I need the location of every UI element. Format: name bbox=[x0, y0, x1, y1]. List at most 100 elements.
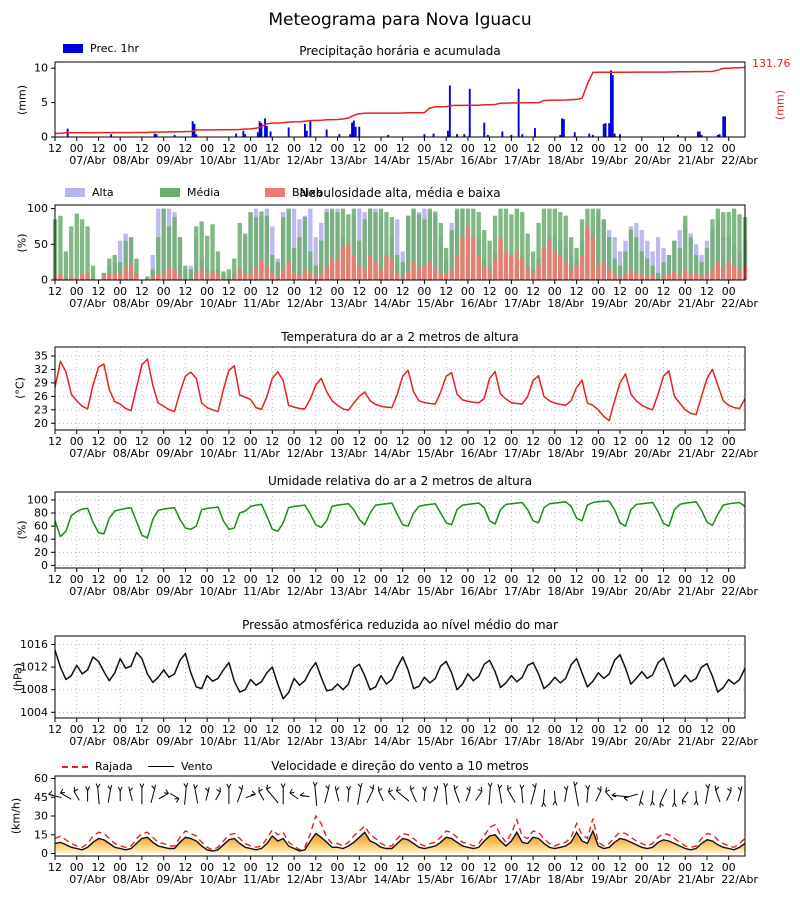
x-tick-hour-label: 00 bbox=[200, 861, 214, 874]
x-tick-hour-label: 00 bbox=[678, 573, 692, 586]
x-tick-hour-label: 12 bbox=[657, 723, 671, 736]
x-tick-date-label: 19/Abr bbox=[591, 154, 628, 167]
cloud-bar bbox=[579, 219, 585, 280]
x-tick-date-label: 10/Abr bbox=[200, 585, 237, 598]
cloud-bar bbox=[150, 269, 155, 280]
y-tick-label: 60 bbox=[34, 772, 48, 785]
x-tick-hour-label: 12 bbox=[309, 861, 323, 874]
cloud-bar bbox=[596, 208, 601, 280]
y-tick-label: 100 bbox=[27, 493, 48, 506]
cloud-bar bbox=[302, 217, 308, 280]
y-axis-label-humidity: (%) bbox=[15, 520, 29, 540]
x-tick-date-label: 08/Abr bbox=[113, 297, 150, 310]
temperature-line bbox=[54, 358, 746, 422]
cloud-bar bbox=[710, 219, 715, 280]
axes-frame bbox=[54, 346, 746, 431]
cloud-bar bbox=[226, 269, 231, 280]
wind-direction-arrow bbox=[139, 783, 145, 805]
cloud-bar bbox=[509, 255, 514, 280]
precip-bar bbox=[697, 131, 699, 137]
wind-direction-arrow bbox=[85, 786, 91, 802]
cloud-bar bbox=[384, 212, 389, 280]
cloud-bar bbox=[563, 215, 568, 280]
cloud-bar bbox=[617, 265, 623, 280]
wind-direction-arrow bbox=[585, 784, 591, 803]
cloud-bar bbox=[634, 272, 639, 280]
x-tick-hour-label: 12 bbox=[526, 435, 540, 448]
x-tick-hour-label: 12 bbox=[396, 573, 410, 586]
x-tick-hour-label: 00 bbox=[70, 285, 84, 298]
cloud-bar bbox=[487, 240, 492, 280]
wind-direction-arrow bbox=[410, 785, 417, 803]
x-tick-hour-label: 00 bbox=[548, 861, 562, 874]
cloud-bar bbox=[482, 230, 487, 280]
x-tick-hour-label: 12 bbox=[526, 142, 540, 155]
x-tick-date-label: 18/Abr bbox=[547, 735, 584, 748]
x-tick-hour-label: 00 bbox=[287, 573, 301, 586]
cloud-bar bbox=[487, 269, 492, 280]
wind-direction-arrow bbox=[107, 784, 113, 803]
x-tick-hour-label: 12 bbox=[700, 723, 714, 736]
precip-bar bbox=[265, 126, 268, 137]
y-tick-label: 1012 bbox=[20, 661, 48, 674]
x-tick-date-label: 13/Abr bbox=[330, 447, 367, 460]
x-tick-hour-label: 12 bbox=[222, 723, 236, 736]
x-tick-hour-label: 00 bbox=[548, 435, 562, 448]
cloud-bar bbox=[715, 262, 720, 280]
precip-bar bbox=[256, 132, 259, 137]
cloud-bar bbox=[128, 264, 134, 280]
precip-bar bbox=[517, 88, 520, 137]
cloud-bar bbox=[80, 274, 85, 280]
cloud-bar bbox=[286, 262, 291, 280]
cloud-bar bbox=[520, 212, 525, 280]
cloud-bar bbox=[601, 262, 606, 280]
cloud-bar bbox=[683, 269, 688, 280]
x-tick-hour-label: 00 bbox=[200, 285, 214, 298]
x-tick-date-label: 14/Abr bbox=[374, 585, 411, 598]
x-tick-date-label: 07/Abr bbox=[69, 154, 106, 167]
x-tick-date-label: 10/Abr bbox=[200, 154, 237, 167]
cloud-bar bbox=[639, 274, 644, 280]
cloud-bar bbox=[661, 262, 666, 280]
x-tick-hour-label: 00 bbox=[287, 142, 301, 155]
cloud-bar bbox=[433, 267, 438, 280]
cloud-bar bbox=[248, 212, 253, 280]
y-tick-label: 10 bbox=[34, 62, 48, 75]
cloud-bar bbox=[69, 226, 74, 280]
cloud-bar bbox=[438, 272, 443, 280]
cloud-bar bbox=[237, 269, 242, 280]
x-tick-date-label: 09/Abr bbox=[156, 735, 193, 748]
cloud-bar bbox=[259, 260, 264, 280]
cloud-bar bbox=[732, 265, 737, 280]
cloud-bar bbox=[291, 208, 297, 280]
precip-bar bbox=[352, 120, 355, 137]
cloud-bar bbox=[63, 251, 68, 280]
baixa-legend-label: Baixa bbox=[292, 186, 323, 199]
panel-title-temperature: Temperatura do ar a 2 metros de altura bbox=[281, 330, 519, 344]
x-tick-hour-label: 00 bbox=[678, 285, 692, 298]
x-tick-hour-label: 00 bbox=[461, 285, 475, 298]
wind-direction-arrow bbox=[258, 787, 265, 801]
x-tick-hour-label: 00 bbox=[287, 723, 301, 736]
wind-direction-arrow bbox=[530, 783, 537, 805]
cloud-bar bbox=[85, 226, 90, 280]
x-tick-hour-label: 12 bbox=[700, 142, 714, 155]
cloud-bar bbox=[411, 262, 416, 280]
x-tick-hour-label: 12 bbox=[178, 861, 192, 874]
cloud-bar bbox=[634, 237, 639, 280]
x-tick-date-label: 13/Abr bbox=[330, 735, 367, 748]
x-tick-hour-label: 00 bbox=[461, 723, 475, 736]
x-tick-date-label: 22/Abr bbox=[721, 154, 758, 167]
cloud-bar bbox=[672, 271, 677, 280]
precip-bar bbox=[591, 134, 594, 137]
wind-direction-arrow bbox=[475, 787, 483, 801]
x-tick-hour-label: 00 bbox=[287, 861, 301, 874]
cloud-bar bbox=[585, 226, 590, 280]
x-tick-date-label: 20/Abr bbox=[634, 735, 671, 748]
x-tick-hour-label: 00 bbox=[417, 573, 431, 586]
x-tick-hour-label: 00 bbox=[374, 861, 388, 874]
x-tick-hour-label: 00 bbox=[157, 723, 171, 736]
wind-direction-arrow bbox=[215, 787, 221, 801]
